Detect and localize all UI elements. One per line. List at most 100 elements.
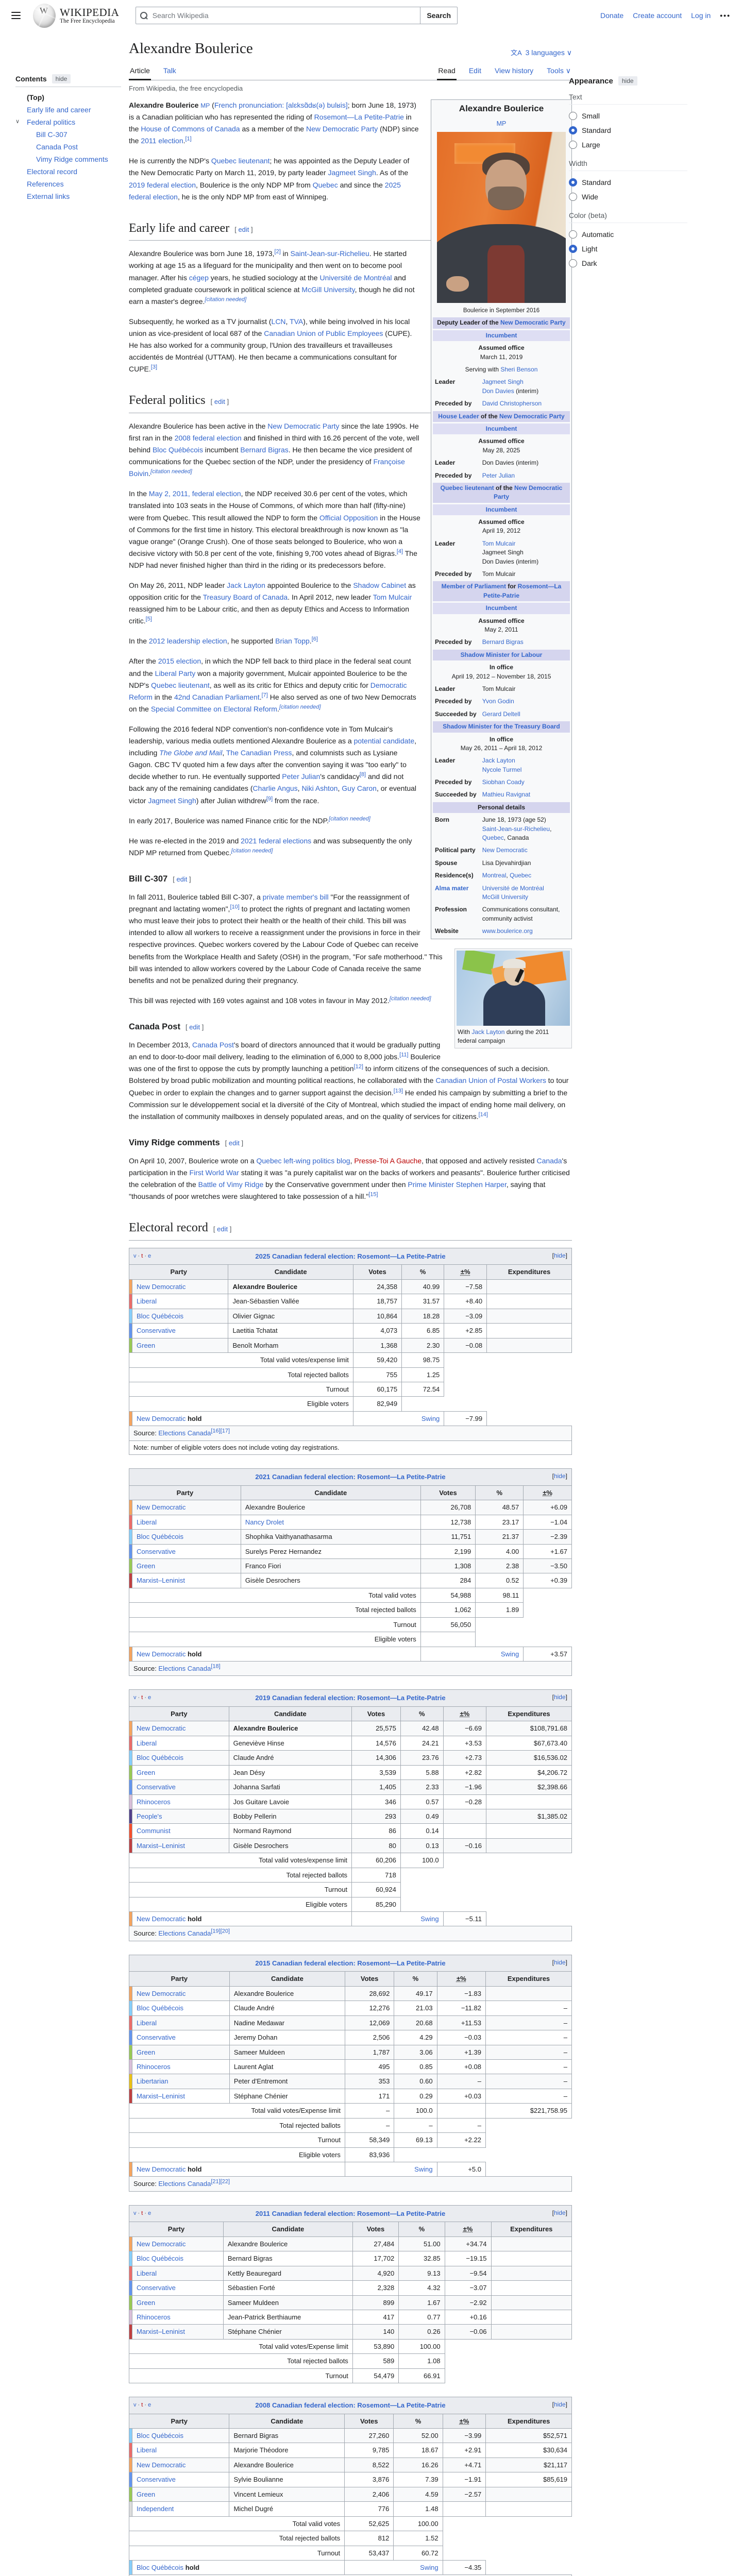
wiki-link[interactable]: Peter Julian	[282, 772, 321, 781]
wiki-link[interactable]: Shadow Minister for the Treasury Board	[443, 723, 560, 731]
search-button[interactable]: Search	[420, 7, 458, 24]
wiki-link[interactable]: cégep	[189, 273, 209, 282]
wiki-link[interactable]: Battle of Vimy Ridge	[198, 1180, 264, 1189]
wiki-link[interactable]: Bloc Québécois	[137, 1312, 184, 1320]
wiki-link[interactable]: The Canadian Press	[226, 749, 292, 757]
wiki-link[interactable]: House of Commons of Canada	[141, 125, 240, 133]
wiki-link[interactable]: New Democratic	[137, 2165, 186, 2173]
wiki-link[interactable]: Alma mater	[435, 884, 469, 892]
edit-link[interactable]: e	[148, 1694, 151, 1701]
wiki-link[interactable]: New Democratic	[137, 1503, 186, 1512]
view-link[interactable]: v	[133, 2210, 137, 2216]
wiki-link[interactable]: Green	[137, 2490, 156, 2498]
create-account-link[interactable]: Create account	[633, 11, 682, 20]
wiki-link[interactable]: 2025 federal election	[129, 180, 401, 201]
tab-article[interactable]: Article	[129, 62, 151, 80]
wiki-link[interactable]: Green	[137, 1341, 156, 1349]
wiki-link[interactable]: 2015 election	[158, 657, 201, 666]
wiki-link[interactable]: private member's bill	[262, 893, 329, 902]
wiki-link[interactable]: Yvon Godin	[482, 698, 514, 705]
table-title-link[interactable]: 2021 Canadian federal election	[255, 1473, 353, 1481]
wiki-link[interactable]: Green	[137, 2298, 156, 2307]
campaign-photo[interactable]	[457, 950, 570, 1026]
table-title-rest[interactable]: : Rosemont—La Petite-Patrie	[353, 1252, 446, 1260]
wiki-link[interactable]: Quebec	[482, 834, 504, 842]
toc-hide-button[interactable]: hide	[52, 74, 71, 83]
radio-icon[interactable]	[569, 126, 577, 134]
wiki-link[interactable]: Mathieu Ravignat	[482, 791, 531, 799]
wiki-link[interactable]: 2021 federal elections	[241, 836, 312, 845]
toc-item-federal-politics[interactable]: ∨ Federal politics	[15, 118, 76, 126]
wiki-link[interactable]: Libertarian	[137, 2077, 168, 2086]
appearance-hide-button[interactable]: hide	[618, 76, 637, 86]
wiki-link[interactable]: Conservative	[137, 2284, 176, 2292]
wiki-link[interactable]: David Christopherson	[482, 400, 542, 408]
wiki-link[interactable]: Rhinoceros	[137, 2062, 171, 2071]
radio-icon[interactable]	[569, 230, 577, 239]
toc-item-canada-post[interactable]: Canada Post	[36, 143, 78, 151]
log-in-link[interactable]: Log in	[691, 11, 711, 20]
wiki-link[interactable]: New Democratic Party	[493, 484, 563, 501]
reference-link[interactable]: [3]	[150, 364, 158, 370]
wiki-link[interactable]: Liberal	[137, 1518, 157, 1526]
wiki-link[interactable]: LCN	[271, 317, 286, 326]
wiki-link[interactable]: Peter Julian	[482, 471, 515, 479]
wiki-link[interactable]: Incumbent	[485, 331, 517, 339]
wiki-link[interactable]: Nycole Turmel	[482, 766, 522, 773]
wiki-link[interactable]: Quebec lieutenant	[211, 157, 270, 165]
wiki-link[interactable]: Guy Caron	[342, 784, 377, 793]
tab-talk[interactable]: Talk	[163, 66, 176, 75]
wiki-link[interactable]: Jack Layton	[471, 1028, 505, 1036]
edit-link[interactable]: edit	[214, 398, 225, 406]
wiki-link[interactable]: Swing	[421, 1414, 440, 1422]
wiki-link[interactable]: Université de Montréal	[482, 884, 544, 892]
wiki-link[interactable]: Siobhan Coady	[482, 778, 525, 786]
edit-link[interactable]: edit	[189, 1023, 200, 1031]
wiki-link[interactable]: Communist	[137, 1827, 171, 1835]
radio-option-standard[interactable]: Standard	[569, 123, 723, 138]
table-title-link[interactable]: 2019 Canadian federal election	[255, 1694, 353, 1702]
table-title-rest[interactable]: : Rosemont—La Petite-Patrie	[353, 2401, 446, 2410]
wiki-link[interactable]: New Democratic	[482, 846, 528, 854]
view-link[interactable]: v	[133, 1694, 137, 1701]
radio-icon[interactable]	[569, 259, 577, 267]
reference-link[interactable]: [8]	[359, 771, 366, 778]
wiki-link[interactable]: Quebec lieutenant	[151, 681, 210, 689]
wiki-link[interactable]: May 2, 2011, federal election	[148, 489, 241, 498]
edit-link[interactable]: edit	[176, 875, 188, 883]
wiki-link[interactable]: Elections Canada	[158, 2180, 211, 2188]
wiki-link[interactable]: Bloc Québécois	[137, 2004, 184, 2012]
wiki-link[interactable]: potential candidate	[353, 737, 415, 745]
reference-link[interactable]: [9]	[266, 795, 273, 802]
wiki-link[interactable]: New Democratic Party	[306, 125, 378, 133]
edit-link[interactable]: e	[148, 2210, 151, 2216]
search-input[interactable]	[151, 11, 416, 20]
hide-link[interactable]: hide	[553, 1693, 566, 1701]
wiki-link[interactable]: People's	[137, 1812, 162, 1820]
wiki-link[interactable]: Marxist–Leninist	[137, 1841, 185, 1850]
talk-link[interactable]: t	[141, 1694, 143, 1701]
table-title-link[interactable]: 2008 Canadian federal election	[255, 2401, 353, 2410]
reference-link[interactable]: [19]	[211, 1928, 221, 1935]
wiki-link[interactable]: Shadow Minister for Labour	[460, 651, 543, 658]
wiki-link[interactable]: Françoise Boivin	[129, 457, 405, 478]
wiki-link[interactable]: New Democratic	[137, 1915, 186, 1923]
wiki-link[interactable]: Democratic Reform	[129, 681, 407, 701]
wiki-link[interactable]: Marxist–Leninist	[137, 2092, 185, 2100]
reference-link[interactable]: [18]	[211, 1663, 221, 1670]
wiki-link[interactable]: New Democratic	[137, 1989, 186, 1997]
main-menu-icon[interactable]	[11, 12, 21, 19]
talk-link[interactable]: t	[141, 2210, 143, 2216]
wiki-link[interactable]: Elections Canada	[158, 1429, 211, 1437]
wiki-link[interactable]: Swing	[420, 2563, 439, 2571]
wiki-link[interactable]: French pronunciation:	[214, 101, 284, 109]
wiki-link[interactable]: 2019 federal election	[129, 180, 196, 189]
view-link[interactable]: v	[133, 2402, 137, 2409]
reference-link[interactable]: [14]	[478, 1111, 488, 1118]
wiki-link[interactable]: Nancy Drolet	[245, 1518, 284, 1526]
wiki-link[interactable]: Université de Montréal	[319, 273, 392, 282]
edit-link[interactable]: e	[148, 1253, 151, 1259]
wiki-link[interactable]: Quebec	[510, 872, 532, 879]
languages-button[interactable]: 文A 3 languages ∨	[511, 48, 572, 57]
reference-link[interactable]: [21]	[211, 2179, 221, 2185]
